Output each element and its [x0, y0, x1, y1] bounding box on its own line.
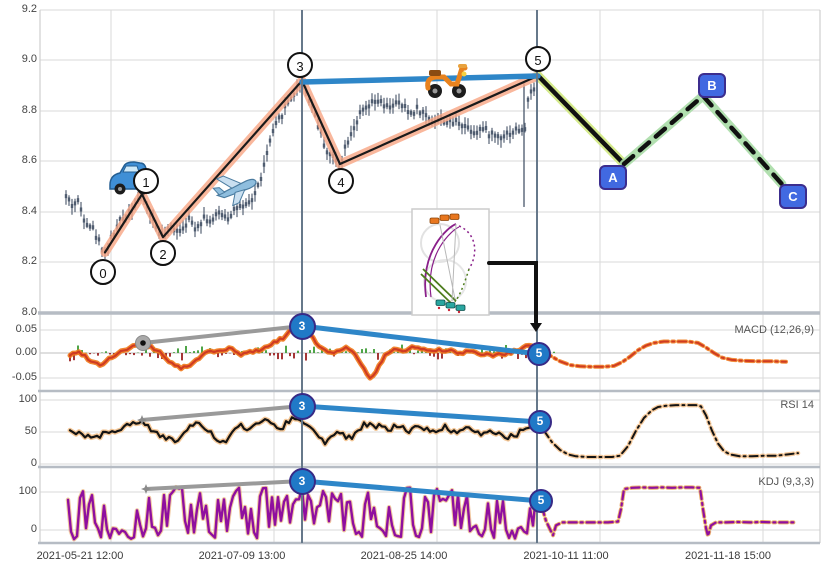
coaster-train-top [429, 217, 440, 224]
main-y-tick: 9.0 [21, 53, 37, 65]
kdj-panel-label: KDJ (9,3,3) [758, 476, 814, 488]
impulse-wave-line [103, 74, 540, 254]
x-tick-date: 2021-10-11 11:00 [523, 550, 609, 562]
main-y-tick: 9.2 [21, 3, 37, 15]
scooter-headlight [461, 71, 467, 77]
kdj-forecast-line [540, 486, 797, 538]
scooter-hub [432, 88, 438, 94]
wave-a-line [535, 73, 627, 167]
rsi-y-tick: 50 [24, 425, 37, 437]
airplane-icon [212, 175, 257, 207]
coaster-track-green [420, 268, 457, 306]
macd-forecast-glow [542, 339, 788, 369]
rsi-forecast-line [543, 404, 799, 458]
x-tick-date: 2021-07-09 13:00 [198, 550, 286, 562]
macd-3-5-blue-line [299, 323, 542, 357]
rsi-star-marker [137, 415, 147, 425]
main-y-tick: 8.8 [21, 104, 37, 116]
x-tick-date: 2021-05-21 12:00 [36, 550, 124, 562]
abc-marker-B: B [698, 72, 726, 98]
trend-lines [100, 71, 787, 504]
rsi-marker-5: 5 [528, 410, 552, 434]
wave-marker-0: 0 [90, 259, 116, 285]
plane-wing-up [215, 175, 243, 189]
annotations [487, 261, 542, 332]
car-hub [118, 187, 122, 191]
scooter-icon [425, 64, 468, 98]
coaster-train-bottom [445, 302, 456, 309]
macd-divergence-gray-line [141, 324, 304, 345]
x-tick-date: 2021-11-18 15:00 [684, 550, 772, 562]
scooter-body [425, 65, 468, 91]
macd-marker-3: 3 [288, 312, 316, 340]
coaster-dot [457, 310, 461, 314]
rsi-divergence-gray-line [140, 404, 304, 422]
rollercoaster-inset [411, 208, 490, 316]
candlesticks [64, 73, 539, 259]
kdj-line [66, 486, 541, 541]
coaster-train-top [449, 213, 460, 220]
coaster-support [439, 223, 457, 302]
plane-fuselage [215, 178, 257, 199]
rsi-panel-label: RSI 14 [780, 399, 814, 411]
macd-y-tick: 0.05 [15, 323, 37, 335]
plane-wing-down [232, 188, 246, 207]
wave-marker-5: 5 [525, 46, 551, 72]
coaster-train-bottom [455, 304, 466, 311]
wave-marker-4: 4 [328, 168, 354, 194]
wave-bc-glow [619, 91, 787, 189]
main-y-tick: 8.0 [21, 306, 37, 318]
main-3-5-blue-line [299, 73, 541, 85]
abc-marker-A: A [599, 164, 627, 190]
rsi-y-tick: 100 [18, 393, 37, 405]
wave-marker-3: 3 [287, 52, 313, 78]
macd-gray-marker-dot [140, 340, 146, 346]
wave-marker-1: 1 [133, 168, 159, 194]
kdj-forecast-glow [540, 485, 797, 539]
kdj-marker-3: 3 [288, 467, 316, 495]
x-tick-date: 2021-08-25 14:00 [360, 550, 448, 562]
main-y-tick: 8.2 [21, 255, 37, 267]
rsi-3-5-blue-line [299, 403, 543, 425]
macd-panel-label: MACD (12,26,9) [734, 324, 814, 336]
kdj-divergence-gray-line [144, 479, 304, 491]
wave-marker-2: 2 [150, 240, 176, 266]
scooter-handlebar [458, 64, 467, 68]
rsi-marker-3: 3 [288, 392, 316, 420]
inset-arrow-line [487, 261, 538, 324]
rsi-line [68, 416, 540, 446]
coaster-track-purple [429, 226, 460, 298]
macd-y-tick: 0.00 [15, 346, 37, 358]
main-y-tick: 8.6 [21, 154, 37, 166]
coaster-train-bottom [435, 299, 446, 306]
kdj-marker-5: 5 [529, 489, 553, 513]
kdj-y-tick: 0 [30, 523, 37, 535]
inset-arrow-head [530, 323, 542, 332]
coaster-dot [437, 306, 441, 310]
kdj-y-tick: 100 [18, 485, 37, 497]
macd-forecast-line [543, 340, 787, 368]
plane-tail [212, 187, 226, 196]
inset-frame [411, 208, 490, 316]
ghost-loop [420, 223, 460, 263]
kdj-star-marker [141, 484, 151, 494]
macd-marker-5: 5 [527, 342, 551, 366]
macd-y-tick: -0.05 [11, 371, 37, 383]
coaster-track-dotted-green [454, 268, 470, 303]
coaster-train-top [439, 214, 450, 221]
coaster-track-purple [424, 223, 457, 298]
abc-marker-C: C [779, 183, 807, 209]
rsi-y-tick: 0 [30, 457, 37, 469]
scooter-hub [456, 88, 462, 94]
scooter-box [429, 70, 441, 76]
main-y-tick: 8.4 [21, 205, 37, 217]
rsi-forecast-glow [541, 402, 801, 460]
coaster-dot [447, 308, 451, 312]
icons [109, 64, 490, 316]
coaster-track-dotted [458, 225, 476, 270]
kdj-3-5-blue-line [299, 478, 544, 504]
